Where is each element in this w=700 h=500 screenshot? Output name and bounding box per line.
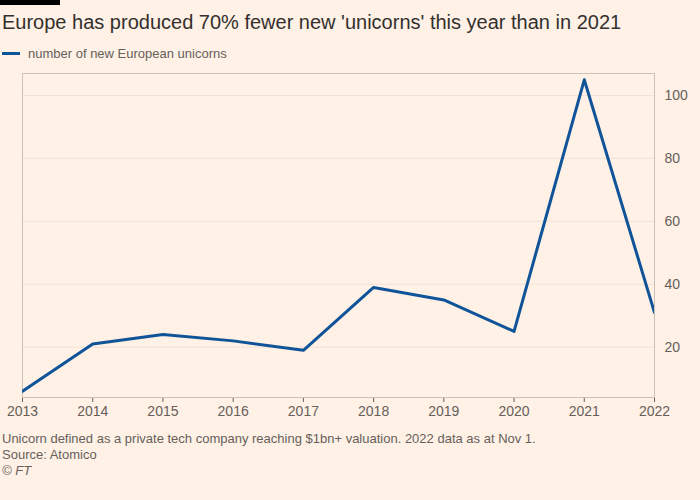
svg-text:20: 20 — [665, 339, 681, 355]
svg-text:40: 40 — [665, 276, 681, 292]
html-text:© FT: © FT — [2, 463, 32, 478]
svg-text:2015: 2015 — [147, 403, 178, 419]
html-text:number of new European unicorn: number of new European unicorns — [28, 46, 227, 61]
svg-text:100: 100 — [665, 87, 689, 103]
svg-text:2020: 2020 — [498, 403, 529, 419]
svg-text:2022: 2022 — [639, 403, 670, 419]
html-text:Europe has produced 70% fewer: Europe has produced 70% fewer new 'unico… — [2, 11, 622, 33]
svg-text:2018: 2018 — [358, 403, 389, 419]
svg-text:60: 60 — [665, 213, 681, 229]
svg-text:2013: 2013 — [7, 403, 38, 419]
svg-text:2021: 2021 — [569, 403, 600, 419]
html-text:Unicorn defined as a private t: Unicorn defined as a private tech compan… — [2, 431, 536, 446]
svg-text:2019: 2019 — [428, 403, 459, 419]
svg-text:2017: 2017 — [288, 403, 319, 419]
html-text:Source: Atomico: Source: Atomico — [2, 447, 97, 462]
svg-text:2014: 2014 — [77, 403, 108, 419]
svg-text:80: 80 — [665, 150, 681, 166]
svg-text:2016: 2016 — [218, 403, 249, 419]
